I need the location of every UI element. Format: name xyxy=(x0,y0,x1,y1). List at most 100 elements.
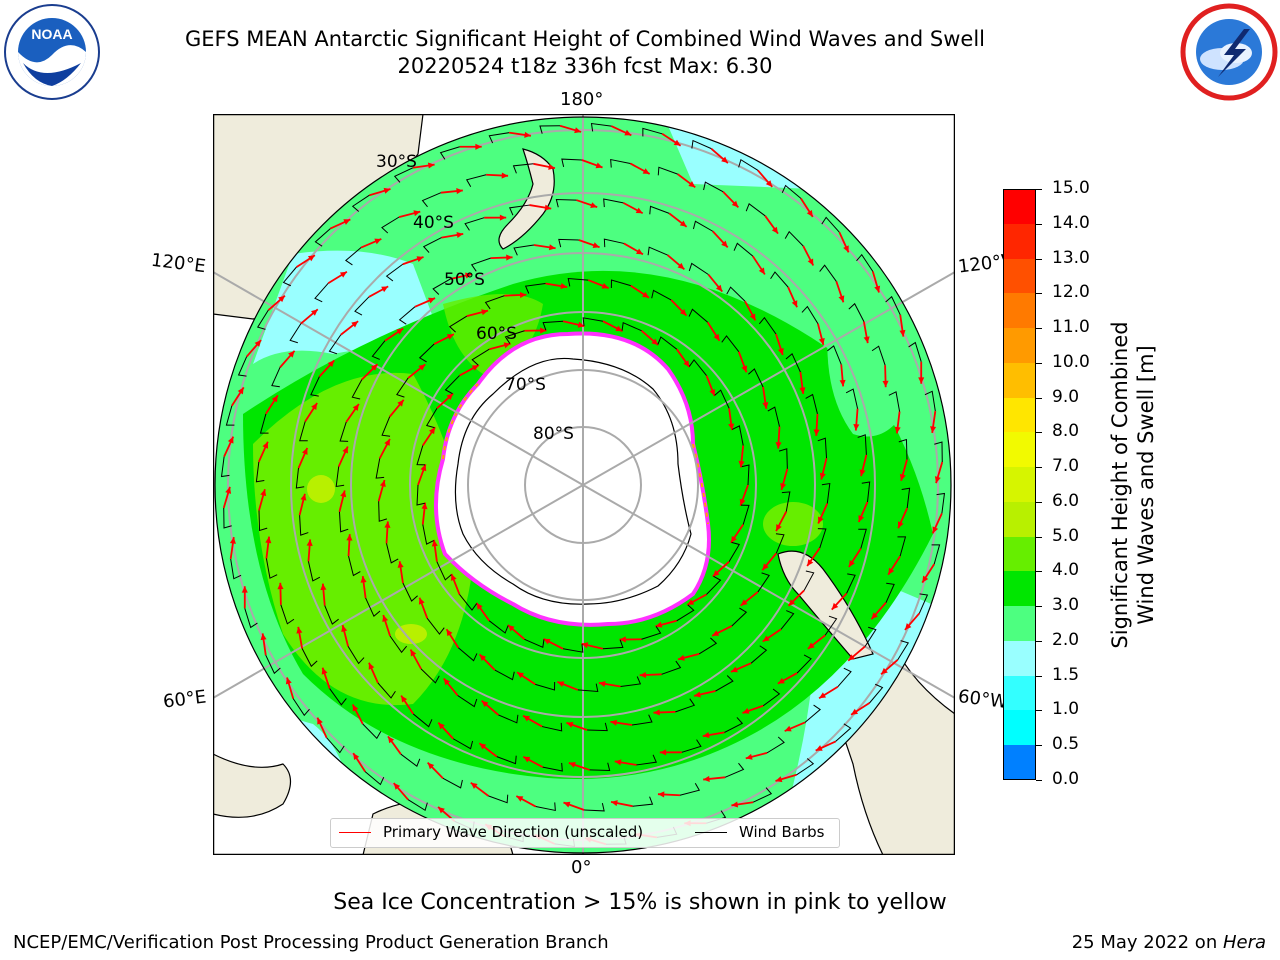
lat-label-80s: 80°S xyxy=(533,424,574,444)
wind-barb xyxy=(436,561,452,581)
wave-direction-arrowhead xyxy=(296,626,303,634)
wave-direction-arrowhead xyxy=(311,403,318,410)
wave-direction-arrowhead xyxy=(694,691,701,698)
wave-direction-arrowhead xyxy=(225,486,232,494)
wind-barb xyxy=(416,445,426,466)
wave-direction-arrowhead xyxy=(934,476,941,484)
wave-direction-arrowhead xyxy=(420,464,427,472)
colorbar-segment xyxy=(1003,640,1036,677)
wave-direction-arrowhead xyxy=(758,267,765,275)
wave-direction-arrowhead xyxy=(237,387,244,395)
colorbar-tick-mark xyxy=(1036,536,1042,538)
wind-barb xyxy=(512,163,534,174)
colorbar-segment xyxy=(1003,223,1036,259)
colorbar-tick-label: 15.0 xyxy=(1052,178,1090,198)
wind-barb xyxy=(225,405,235,426)
colorbar-tick-label: 0.5 xyxy=(1052,734,1080,755)
colorbar-tick-mark xyxy=(1036,606,1042,608)
wave-direction-arrowhead xyxy=(831,602,839,610)
colorbar-segment xyxy=(1003,189,1036,225)
wave-direction-arrowhead xyxy=(581,642,589,649)
wave-direction-arrowhead xyxy=(446,393,454,401)
colorbar-segment xyxy=(1003,432,1036,468)
colorbar-tick-mark xyxy=(1036,501,1042,503)
wind-barb xyxy=(657,166,678,176)
colorbar-segment xyxy=(1003,710,1036,746)
wave-direction-arrowhead xyxy=(456,231,464,238)
wind-barb xyxy=(590,122,612,132)
chart-subtitle-run-info: 20220524 t18z 336h fcst Max: 6.30 xyxy=(397,54,773,78)
wind-barb xyxy=(335,466,345,488)
wind-barb xyxy=(393,167,414,183)
footer-date-text: 25 May 2022 on xyxy=(1071,932,1223,953)
wind-barb xyxy=(871,345,886,366)
wind-barb xyxy=(901,487,911,509)
wave-direction-arrowhead xyxy=(777,348,784,355)
wind-barb xyxy=(448,315,467,333)
wind-barb xyxy=(675,698,696,713)
wind-barb xyxy=(271,367,281,388)
wave-direction-arrowhead xyxy=(738,460,745,468)
wind-barb xyxy=(582,317,603,326)
wind-barb xyxy=(620,676,642,688)
wind-barb xyxy=(381,216,400,234)
wind-barb xyxy=(858,528,867,549)
wind-barb xyxy=(348,555,361,577)
wave-direction-arrowhead xyxy=(476,602,483,610)
wave-direction-arrowhead xyxy=(777,677,785,684)
wave-direction-arrowhead xyxy=(712,630,720,636)
wind-barb xyxy=(745,202,766,217)
wind-barb xyxy=(375,458,385,479)
footer-branch: NCEP/EMC/Verification Post Processing Pr… xyxy=(13,932,609,953)
wave-direction-arrowhead xyxy=(881,667,888,675)
wind-barb xyxy=(344,247,362,266)
wave-direction-arrowhead xyxy=(519,291,527,299)
wave-direction-arrowhead xyxy=(771,226,779,234)
wave-direction-and-wind-barb-layer xyxy=(220,122,946,848)
map-legend: Primary Wave Direction (unscaled) Wind B… xyxy=(330,818,840,848)
wave-direction-arrowhead xyxy=(713,333,720,341)
wave-direction-arrowhead xyxy=(507,624,515,632)
colorbar-tick-label: 9.0 xyxy=(1052,386,1080,407)
wind-barb xyxy=(347,646,365,665)
wave-direction-arrowhead xyxy=(595,162,603,169)
wind-barb xyxy=(724,717,744,733)
wave-direction-arrowhead xyxy=(384,438,390,446)
wave-direction-arrowhead xyxy=(590,202,598,208)
colorbar-tick-label: 10.0 xyxy=(1052,351,1090,372)
wind-barb xyxy=(385,263,404,282)
lon-label-0: 0° xyxy=(571,857,592,878)
wave-direction-arrowhead xyxy=(657,791,665,798)
wind-barb xyxy=(728,541,741,562)
wind-barb xyxy=(740,504,750,525)
wave-direction-arrowhead xyxy=(651,338,659,346)
wind-barb xyxy=(377,682,396,699)
wave-direction-arrowhead xyxy=(702,732,710,739)
colorbar-tick-mark xyxy=(1036,571,1042,573)
wind-barb xyxy=(535,802,556,812)
wind-barb xyxy=(726,286,746,302)
wave-direction-arrowhead xyxy=(784,725,792,732)
wind-barb xyxy=(442,777,463,789)
wave-direction-arrowhead xyxy=(278,295,285,303)
wind-barb xyxy=(750,645,768,664)
wind-barb xyxy=(407,799,428,812)
wind-barb xyxy=(381,416,391,437)
wind-barb xyxy=(817,528,827,549)
antarctica xyxy=(454,357,692,605)
wind-barb xyxy=(885,582,895,603)
wave-direction-arrowhead xyxy=(838,295,845,303)
wind-barb xyxy=(706,575,722,595)
wave-direction-arrowhead xyxy=(818,516,824,524)
wind-barb xyxy=(692,220,714,232)
wave-direction-arrowhead xyxy=(456,188,463,195)
wave-direction-arrowhead xyxy=(848,654,856,661)
wave-direction-arrowhead xyxy=(340,490,347,498)
wave-direction-arrowhead xyxy=(410,649,417,657)
wave-direction-arrowhead xyxy=(300,493,307,501)
legend-wave-line-icon xyxy=(339,832,371,833)
wave-direction-arrowhead xyxy=(475,143,482,150)
colorbar-tick-label: 7.0 xyxy=(1052,456,1080,477)
lon-label-60w: 60°W xyxy=(956,686,1009,713)
wind-barb xyxy=(821,216,840,233)
